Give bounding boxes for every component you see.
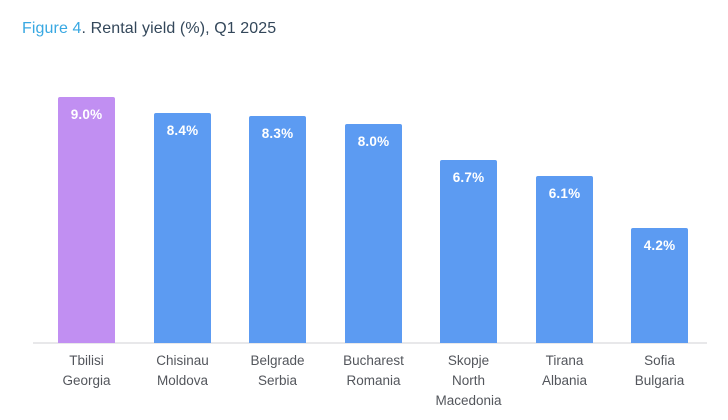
category-label-line: North (451, 373, 485, 388)
category-label-line: Bucharest (343, 353, 404, 368)
category-label-tirana: Tirana Albania (510, 351, 620, 391)
bar-belgrade: 8.3% (249, 116, 306, 343)
category-label-line: Georgia (62, 373, 111, 388)
category-label-line: Moldova (156, 373, 209, 388)
category-label-line: Bulgaria (634, 373, 685, 388)
bar-bucharest: 8.0% (345, 124, 402, 343)
category-label-line: Romania (346, 373, 401, 388)
category-label-line: Belgrade (250, 353, 305, 368)
category-label-line: Macedonia (435, 393, 502, 408)
category-label-line: Albania (541, 373, 588, 388)
category-label-line: Skopje (447, 353, 490, 368)
figure-number-label: Figure 4 (22, 20, 82, 37)
category-label-skopje: Skopje North Macedonia (414, 351, 524, 411)
bar-skopje: 6.7% (440, 160, 497, 343)
bar-value-label-tbilisi: 9.0% (70, 107, 103, 122)
chart-title-text: . Rental yield (%), Q1 2025 (81, 20, 277, 37)
category-label-line: Sofia (644, 353, 675, 368)
bar-value-label-belgrade: 8.3% (261, 126, 294, 141)
category-label-sofia: Sofia Bulgaria (605, 351, 715, 391)
bar-tirana: 6.1% (536, 176, 593, 343)
bar-chisinau: 8.4% (154, 113, 211, 343)
category-label-belgrade: Belgrade Serbia (223, 351, 333, 391)
bar-value-label-skopje: 6.7% (452, 170, 485, 185)
category-label-tbilisi: Tbilisi Georgia (32, 351, 142, 391)
category-label-bucharest: Bucharest Romania (319, 351, 429, 391)
category-label-line: Tbilisi (69, 353, 104, 368)
bar-value-label-bucharest: 8.0% (357, 134, 390, 149)
bar-value-label-chisinau: 8.4% (166, 123, 199, 138)
x-axis-line (33, 342, 707, 344)
chart-title: Figure 4. Rental yield (%), Q1 2025 (22, 20, 276, 38)
category-label-line: Serbia (257, 373, 298, 388)
category-label-line: Chisinau (156, 353, 209, 368)
category-label-line: Tirana (545, 353, 584, 368)
bar-value-label-sofia: 4.2% (643, 238, 676, 253)
bar-value-label-tirana: 6.1% (548, 186, 581, 201)
bar-tbilisi: 9.0% (58, 97, 115, 343)
category-label-chisinau: Chisinau Moldova (128, 351, 238, 391)
bar-sofia: 4.2% (631, 228, 688, 343)
